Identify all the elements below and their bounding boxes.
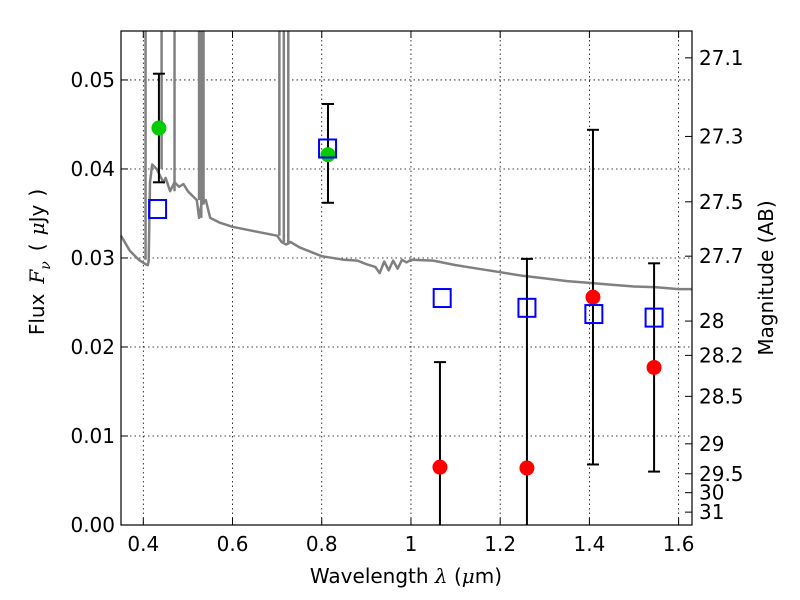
series-2 (148, 138, 664, 328)
mag-tick-label: 27.1 (699, 46, 744, 70)
x-axis-title: Wavelength λ (μm) (310, 564, 502, 588)
right-axis-title: Magnitude (AB) (754, 200, 778, 355)
photometry-series (148, 72, 664, 525)
data-point (151, 120, 167, 136)
data-point (644, 307, 664, 328)
plot-background (121, 31, 692, 525)
x-tick-label: 0.6 (217, 532, 249, 556)
series-1 (432, 128, 662, 525)
mag-tick-label: 31 (699, 500, 724, 524)
mag-tick-label: 29.5 (699, 462, 744, 486)
mag-tick-label: 29 (699, 432, 724, 456)
y-tick-label: 0.03 (70, 246, 115, 270)
axis-ticks: 0.4 0.6 0.8 1 1.2 1.4 1.6 0.00 0.01 0.02 0.03 0.04 0… (70, 31, 744, 556)
mag-tick-label: 28.2 (699, 343, 744, 367)
y-tick-label: 0.02 (70, 335, 115, 359)
data-point (318, 138, 338, 159)
data-point (432, 288, 452, 309)
y-tick-label: 0.04 (70, 157, 115, 181)
model-spectrum (119, 31, 692, 291)
x-tick-label: 1.4 (573, 532, 605, 556)
x-tick-label: 1.6 (663, 532, 695, 556)
data-point (517, 297, 537, 318)
mag-tick-label: 30 (699, 481, 724, 505)
data-point (584, 304, 604, 325)
mag-tick-label: 27.5 (699, 190, 744, 214)
x-tick-label: 0.8 (306, 532, 338, 556)
mag-tick-label: 27.3 (699, 124, 744, 148)
data-point (646, 359, 662, 375)
plot-frame (120, 30, 693, 526)
data-point (585, 289, 601, 305)
x-tick-label: 0.4 (127, 532, 159, 556)
data-point (432, 459, 448, 475)
data-point (148, 199, 168, 220)
spectrum-continuum (119, 163, 692, 291)
data-point (519, 460, 535, 476)
x-tick-label: 1.2 (484, 532, 516, 556)
y-axis-title: FluxFν(μJy) (25, 189, 54, 335)
mag-tick-label: 28.5 (699, 384, 744, 408)
mag-tick-label: 27.7 (699, 244, 744, 268)
x-tick-label: 1 (405, 532, 418, 556)
data-point (320, 147, 336, 163)
mag-tick-label: 28 (699, 309, 724, 333)
y-tick-label: 0.01 (70, 424, 115, 448)
y-tick-label: 0.05 (70, 68, 115, 92)
y-tick-label: 0.00 (70, 513, 115, 537)
